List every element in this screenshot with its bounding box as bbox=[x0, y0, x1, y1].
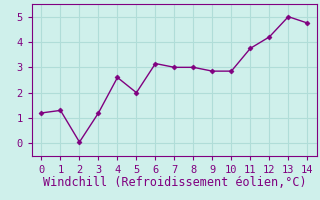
X-axis label: Windchill (Refroidissement éolien,°C): Windchill (Refroidissement éolien,°C) bbox=[43, 176, 306, 189]
